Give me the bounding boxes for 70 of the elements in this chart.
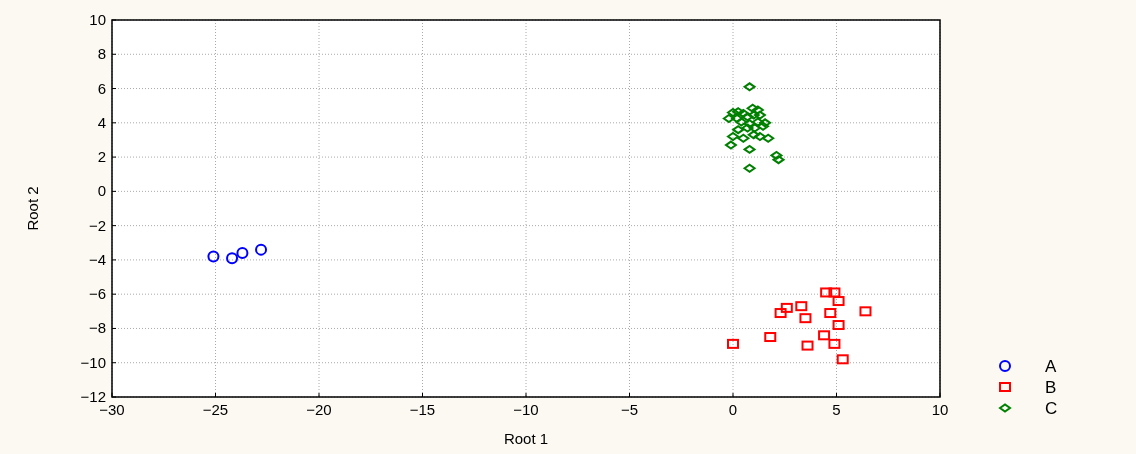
point <box>832 296 845 307</box>
point <box>226 252 239 265</box>
point <box>828 338 841 349</box>
point <box>735 117 748 127</box>
point <box>255 243 268 256</box>
point <box>727 108 739 118</box>
point <box>732 107 745 117</box>
point <box>724 140 737 150</box>
y-tick-label: 0 <box>97 182 106 200</box>
point <box>753 110 766 120</box>
y-tick-label: 4 <box>97 113 106 131</box>
point <box>741 112 754 122</box>
point <box>731 114 744 124</box>
point <box>732 125 745 135</box>
point <box>799 313 812 324</box>
point <box>743 163 756 173</box>
x-tick-label: −10 <box>513 401 539 418</box>
y-tick-label: 10 <box>89 11 106 28</box>
y-tick-label: −10 <box>80 353 106 371</box>
point <box>751 105 764 115</box>
x-tick-label: −15 <box>409 401 436 418</box>
y-tick-label: 2 <box>97 148 106 166</box>
point <box>824 308 837 319</box>
point <box>832 320 845 331</box>
y-axis-title: Root 2 <box>24 186 41 231</box>
point <box>751 117 764 127</box>
point <box>801 340 814 351</box>
point <box>820 287 833 298</box>
y-tick-label: −6 <box>88 285 106 303</box>
x-tick-label: 10 <box>931 401 949 418</box>
x-tick-label: −5 <box>620 401 639 418</box>
point <box>207 250 220 263</box>
point <box>770 150 783 160</box>
y-tick-label: 6 <box>97 79 106 97</box>
y-tick-label: 8 <box>97 45 106 63</box>
point <box>753 132 766 142</box>
point <box>780 302 793 313</box>
legend-label: C <box>1045 399 1058 418</box>
point <box>737 133 750 143</box>
point <box>743 119 756 129</box>
y-tick-label: −2 <box>88 216 106 234</box>
x-tick-label: −20 <box>306 401 332 418</box>
point <box>743 144 756 154</box>
point <box>828 287 841 298</box>
point <box>727 132 739 142</box>
point <box>722 114 735 124</box>
point <box>818 330 831 341</box>
point <box>747 130 760 140</box>
point <box>764 332 777 343</box>
point <box>727 338 739 349</box>
legend-label: B <box>1045 378 1057 397</box>
x-tick-label: −25 <box>202 401 229 418</box>
point <box>741 123 754 133</box>
x-tick-label: 5 <box>832 401 841 418</box>
x-tick-label: 0 <box>728 401 738 418</box>
y-tick-label: −4 <box>88 250 106 268</box>
point <box>795 301 808 312</box>
point <box>748 123 761 133</box>
point <box>762 133 775 143</box>
point <box>774 308 787 319</box>
point <box>836 354 849 365</box>
x-axis-title: Root 1 <box>503 430 549 447</box>
point <box>743 82 756 92</box>
point <box>772 155 785 165</box>
point <box>746 103 759 113</box>
point <box>859 306 872 317</box>
y-tick-label: −8 <box>88 319 106 337</box>
legend-label: A <box>1045 357 1057 376</box>
point <box>737 108 750 118</box>
point <box>236 247 249 260</box>
